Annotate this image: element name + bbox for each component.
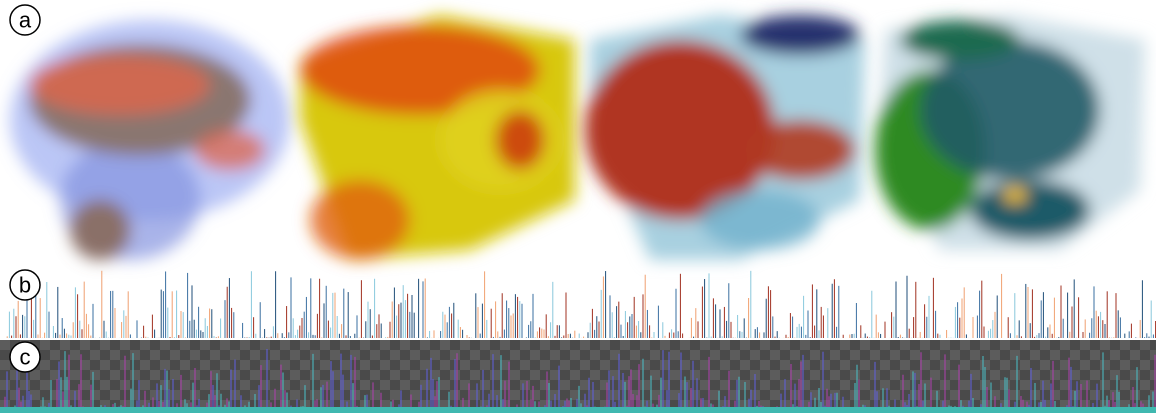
trace-base: [0, 407, 1156, 413]
trace-b: [5, 271, 1156, 338]
figure: a b c: [0, 0, 1156, 413]
panel-label: b: [19, 273, 31, 298]
label-c: c: [10, 342, 40, 372]
panel-label: c: [20, 345, 31, 370]
rendering-3: [585, 15, 865, 260]
rendering-4: [875, 15, 1145, 250]
label-b: b: [10, 270, 40, 300]
rendering-2: [300, 15, 575, 260]
panel-label: a: [19, 8, 32, 33]
label-a: a: [10, 5, 40, 35]
rendering-1: [10, 20, 290, 260]
